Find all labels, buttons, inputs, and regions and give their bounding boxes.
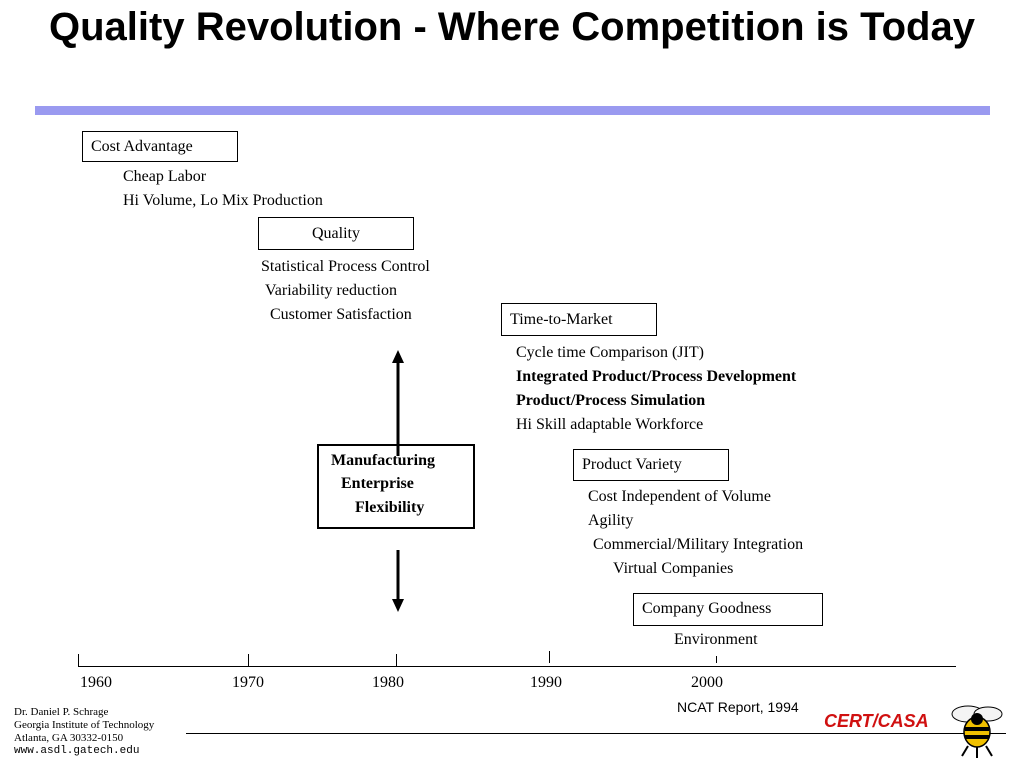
cost-item-cheap-labor: Cheap Labor	[123, 168, 207, 185]
variety-item-cost-independent: Cost Independent of Volume	[588, 488, 771, 505]
stage-box-time-to-market: Time-to-Market	[501, 303, 657, 336]
footer-rule	[186, 733, 1006, 734]
timeline-axis	[78, 666, 956, 667]
bee-icon	[951, 705, 1003, 758]
arrow-down-icon	[392, 550, 404, 612]
timeline-tick-1990	[549, 651, 550, 663]
cost-item-hi-volume: Hi Volume, Lo Mix Production	[123, 192, 323, 209]
year-label-1990: 1990	[530, 674, 562, 691]
timeline-tick-2000	[716, 656, 717, 663]
timeline-tick-1960	[78, 654, 79, 667]
page-title: Quality Revolution - Where Competition i…	[49, 5, 975, 49]
variety-item-agility: Agility	[588, 512, 634, 529]
footer-address: Atlanta, GA 30332-0150	[14, 732, 124, 744]
footer-org: Georgia Institute of Technology	[14, 719, 155, 731]
timeline-tick-1980	[396, 654, 397, 667]
cert-casa-logo: CERT/CASA	[824, 711, 929, 731]
timeline-tick-1970	[248, 654, 249, 667]
mfe-line-1: Manufacturing	[331, 452, 435, 469]
stage-box-product-variety: Product Variety	[573, 449, 729, 481]
stage-box-cost-advantage: Cost Advantage	[82, 131, 238, 162]
variety-item-commercial-military: Commercial/Military Integration	[593, 536, 804, 553]
goodness-item-environment: Environment	[674, 631, 758, 648]
year-label-1980: 1980	[372, 674, 404, 691]
ttm-item-workforce: Hi Skill adaptable Workforce	[516, 416, 704, 433]
manufacturing-flexibility-box: Manufacturing Enterprise Flexibility	[317, 444, 475, 529]
mfe-line-2: Enterprise	[341, 475, 414, 492]
title-underline	[35, 106, 990, 115]
arrow-up-icon	[392, 350, 404, 456]
quality-item-variability: Variability reduction	[265, 282, 397, 299]
year-label-1960: 1960	[80, 674, 112, 691]
stage-box-company-goodness: Company Goodness	[633, 593, 823, 626]
quality-item-customer: Customer Satisfaction	[270, 306, 412, 323]
year-label-1970: 1970	[232, 674, 264, 691]
mfe-line-3: Flexibility	[355, 499, 425, 516]
ttm-item-ippd: Integrated Product/Process Development	[516, 368, 797, 385]
footer-author: Dr. Daniel P. Schrage	[14, 706, 109, 718]
ttm-item-cycle-time: Cycle time Comparison (JIT)	[516, 344, 704, 361]
source-citation: NCAT Report, 1994	[677, 699, 799, 715]
footer-url: www.asdl.gatech.edu	[14, 745, 140, 757]
stage-box-quality: Quality	[258, 217, 414, 250]
ttm-item-simulation: Product/Process Simulation	[516, 392, 706, 409]
quality-item-spc: Statistical Process Control	[261, 258, 430, 275]
year-label-2000: 2000	[691, 674, 723, 691]
variety-item-virtual: Virtual Companies	[613, 560, 734, 577]
